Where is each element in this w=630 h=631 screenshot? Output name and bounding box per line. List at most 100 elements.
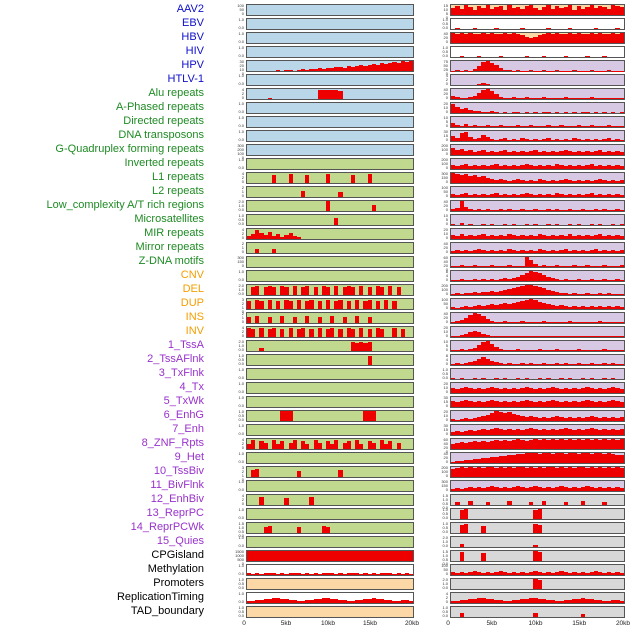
data-bar xyxy=(554,224,560,225)
data-bar xyxy=(593,364,599,365)
data-bar xyxy=(580,453,586,463)
left-y-axis-ticks: 1.0 0.0 xyxy=(206,129,246,143)
data-bar xyxy=(247,317,252,323)
y-tick-label: 1.0 xyxy=(238,101,244,106)
left-panel-group: 1.0 0.0 xyxy=(206,367,414,381)
right-y-axis-ticks: 75 50 25 0 xyxy=(414,59,450,76)
data-bar xyxy=(528,250,534,253)
data-bar xyxy=(463,193,469,197)
data-bar xyxy=(346,328,351,337)
data-bar xyxy=(589,363,594,365)
data-bar xyxy=(593,294,599,295)
data-bar xyxy=(476,345,482,351)
data-bar xyxy=(524,97,529,99)
data-bar xyxy=(338,573,343,575)
data-bar xyxy=(346,551,351,561)
y-tick-label: 1.0 xyxy=(442,367,448,372)
data-bar xyxy=(489,265,495,267)
right-track-panel xyxy=(450,592,625,604)
data-bar xyxy=(468,430,473,435)
data-bar xyxy=(247,601,252,603)
data-bar xyxy=(494,210,499,211)
data-bar xyxy=(524,70,529,71)
track-label: AAV2 xyxy=(176,3,204,15)
data-bar xyxy=(350,329,356,337)
right-panel-group: 40 20 0 xyxy=(414,241,625,255)
data-bar xyxy=(537,580,542,589)
data-bar xyxy=(541,468,547,477)
data-bar xyxy=(615,70,620,71)
data-bar xyxy=(267,551,272,561)
data-bar xyxy=(533,551,538,561)
data-bar xyxy=(611,417,616,421)
data-bar xyxy=(296,471,302,477)
data-bar xyxy=(533,439,538,449)
data-bar xyxy=(276,444,281,449)
data-bar xyxy=(459,613,464,617)
data-bar xyxy=(296,300,302,309)
data-bar xyxy=(563,33,568,43)
y-tick-label: 1.0 xyxy=(238,381,244,386)
y-tick-label: 300 xyxy=(441,171,448,176)
data-bar xyxy=(537,266,542,267)
data-bar xyxy=(580,364,586,365)
data-bar xyxy=(563,440,568,449)
bar-series xyxy=(451,579,624,589)
data-bar xyxy=(472,125,477,127)
track-row: 4_Tx 1.0 0.0 20 10 0 xyxy=(0,381,630,395)
data-bar xyxy=(463,124,469,127)
right-y-axis-ticks: 60 40 20 0 xyxy=(414,437,450,454)
data-bar xyxy=(251,287,256,295)
data-bar xyxy=(468,467,473,477)
data-bar xyxy=(611,387,616,393)
left-track-panel xyxy=(246,438,414,450)
track-label: Z-DNA motifs xyxy=(138,255,204,267)
y-tick-label: 0.0 xyxy=(238,25,244,30)
left-panel-group: 1.0 0.0 xyxy=(206,101,414,115)
data-bar xyxy=(468,235,473,239)
y-tick-label: 50 xyxy=(443,301,448,306)
data-bar xyxy=(494,336,499,337)
data-bar xyxy=(528,260,534,267)
left-panel-group: 1.0 0.0 xyxy=(206,535,414,549)
right-track-panel xyxy=(450,172,625,184)
data-bar xyxy=(384,300,389,309)
data-bar xyxy=(533,126,538,127)
data-bar xyxy=(615,98,620,99)
data-bar xyxy=(459,364,464,365)
data-bar xyxy=(498,151,503,155)
y-tick-label: 0.0 xyxy=(238,375,244,380)
data-bar xyxy=(481,357,486,365)
data-bar xyxy=(554,193,560,197)
data-bar xyxy=(325,441,331,449)
data-bar xyxy=(563,279,568,281)
y-tick-label: 0.0 xyxy=(442,515,448,520)
bar-series xyxy=(451,5,625,15)
right-track-panel xyxy=(450,536,625,548)
bar-series xyxy=(247,285,413,295)
data-bar xyxy=(494,28,499,29)
data-bar xyxy=(611,236,616,239)
right-track-panel xyxy=(450,4,625,16)
data-bar xyxy=(567,364,573,365)
data-bar xyxy=(546,322,551,323)
y-tick-label: 0 xyxy=(445,333,448,338)
data-bar xyxy=(537,126,542,127)
data-bar xyxy=(598,293,603,295)
data-bar xyxy=(593,249,599,253)
data-bar xyxy=(507,140,512,141)
right-y-axis-ticks: 1.0 0.5 0.0 xyxy=(414,605,450,619)
left-y-axis-ticks: 1.0 0.0 xyxy=(206,269,246,283)
left-y-axis-ticks: 1.0 0.0 xyxy=(206,101,246,115)
data-bar xyxy=(515,322,521,323)
data-bar xyxy=(524,322,529,323)
data-bar xyxy=(554,416,560,421)
data-bar xyxy=(576,151,581,155)
right-y-axis-ticks: 40 20 0 xyxy=(414,451,450,465)
data-bar xyxy=(507,126,512,127)
data-bar xyxy=(346,66,351,71)
